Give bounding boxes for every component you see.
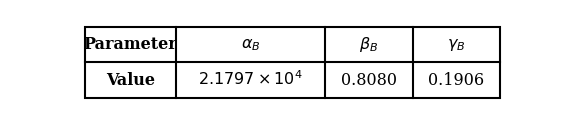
Text: Value: Value <box>105 72 154 89</box>
Text: $\alpha_B$: $\alpha_B$ <box>241 36 260 53</box>
Text: $2.1797 \times 10^4$: $2.1797 \times 10^4$ <box>198 71 303 89</box>
Text: 0.1906: 0.1906 <box>428 72 484 89</box>
Text: 0.8080: 0.8080 <box>341 72 397 89</box>
Text: $\gamma_B$: $\gamma_B$ <box>447 36 465 53</box>
Text: Parameter: Parameter <box>83 36 177 53</box>
Text: $\beta_B$: $\beta_B$ <box>359 35 378 54</box>
